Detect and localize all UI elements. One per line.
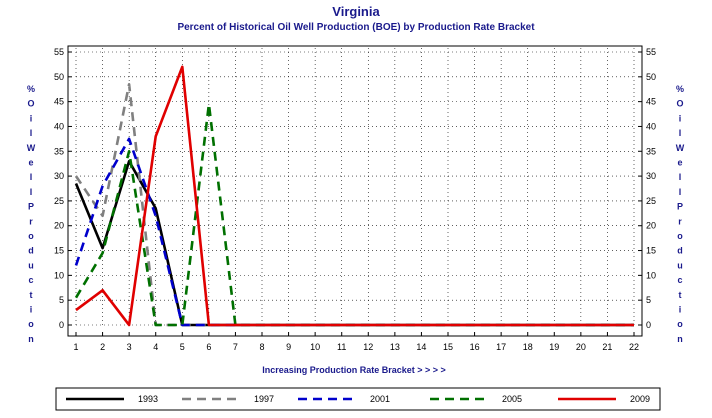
y-axis-right: 0 5 10 15 20 25 30 35 40 45 50 55 [638,47,656,330]
chart-title: Virginia [332,4,380,19]
y-tick-label-right: 15 [646,246,656,256]
y-tick-label: 5 [59,295,64,305]
x-tick-label: 22 [629,342,639,352]
x-tick-label: 9 [286,342,291,352]
y-tick-label: 0 [59,320,64,330]
x-tick-label: 5 [180,342,185,352]
legend [55,387,661,411]
y-tick-label: 45 [54,97,64,107]
y-tick-label: 35 [54,146,64,156]
x-axis: 1 2 3 4 5 6 7 8 9 10 11 12 13 14 15 16 17 18 19 20 21 22 [73,332,639,352]
series-line-1993 [74,159,634,327]
x-tick-label: 16 [470,342,480,352]
y-tick-label-right: 45 [646,97,656,107]
series-line-2005 [74,102,634,327]
y-tick-label-right: 25 [646,196,656,206]
x-tick-label: 18 [523,342,533,352]
legend-label-1993: 1993 [138,394,158,404]
y-tick-label: 15 [54,246,64,256]
x-tick-label: 8 [259,342,264,352]
x-tick-label: 1 [73,342,78,352]
y-tick-label: 40 [54,121,64,131]
series-line-2001 [74,137,634,327]
x-tick-label: 19 [549,342,559,352]
x-tick-label: 12 [363,342,373,352]
y-tick-label: 50 [54,72,64,82]
x-axis-label: Increasing Production Rate Bracket > > >… [262,365,446,375]
x-tick-label: 14 [416,342,426,352]
x-tick-label: 2 [100,342,105,352]
y-tick-label-right: 40 [646,121,656,131]
legend-label-1997: 1997 [254,394,274,404]
series-layer [74,65,634,327]
x-tick-label: 20 [576,342,586,352]
y-tick-label-right: 55 [646,47,656,57]
legend-label-2005: 2005 [502,394,522,404]
y-tick-label-right: 35 [646,146,656,156]
y-tick-label: 10 [54,270,64,280]
x-tick-label: 17 [496,342,506,352]
y-tick-label: 20 [54,221,64,231]
x-tick-label: 13 [390,342,400,352]
x-tick-label: 15 [443,342,453,352]
y-tick-label-right: 20 [646,221,656,231]
x-tick-label: 11 [337,342,346,352]
y-tick-label-right: 30 [646,171,656,181]
legend-items: 1993 1997 2001 2005 2009 [66,394,650,404]
grid [75,48,635,326]
y-tick-label-right: 5 [646,295,651,305]
y-tick-label-right: 50 [646,72,656,82]
x-tick-label: 3 [127,342,132,352]
chart-subtitle: Percent of Historical Oil Well Productio… [177,22,535,33]
legend-label-2009: 2009 [630,394,650,404]
y-tick-label-right: 10 [646,270,656,280]
plot-frame [67,45,643,337]
legend-label-2001: 2001 [370,394,390,404]
y-tick-label: 55 [54,47,64,57]
x-tick-label: 4 [153,342,158,352]
x-tick-label: 10 [310,342,320,352]
x-tick-label: 6 [206,342,211,352]
y-tick-label: 30 [54,171,64,181]
x-tick-label: 21 [602,342,612,352]
y-axis-left: 0 5 10 15 20 25 30 35 40 45 50 55 [54,47,72,330]
series-line-2009 [75,65,634,327]
y-tick-label: 25 [54,196,64,206]
y-tick-label-right: 0 [646,320,651,330]
series-line-1997 [74,83,634,327]
x-tick-label: 7 [233,342,238,352]
